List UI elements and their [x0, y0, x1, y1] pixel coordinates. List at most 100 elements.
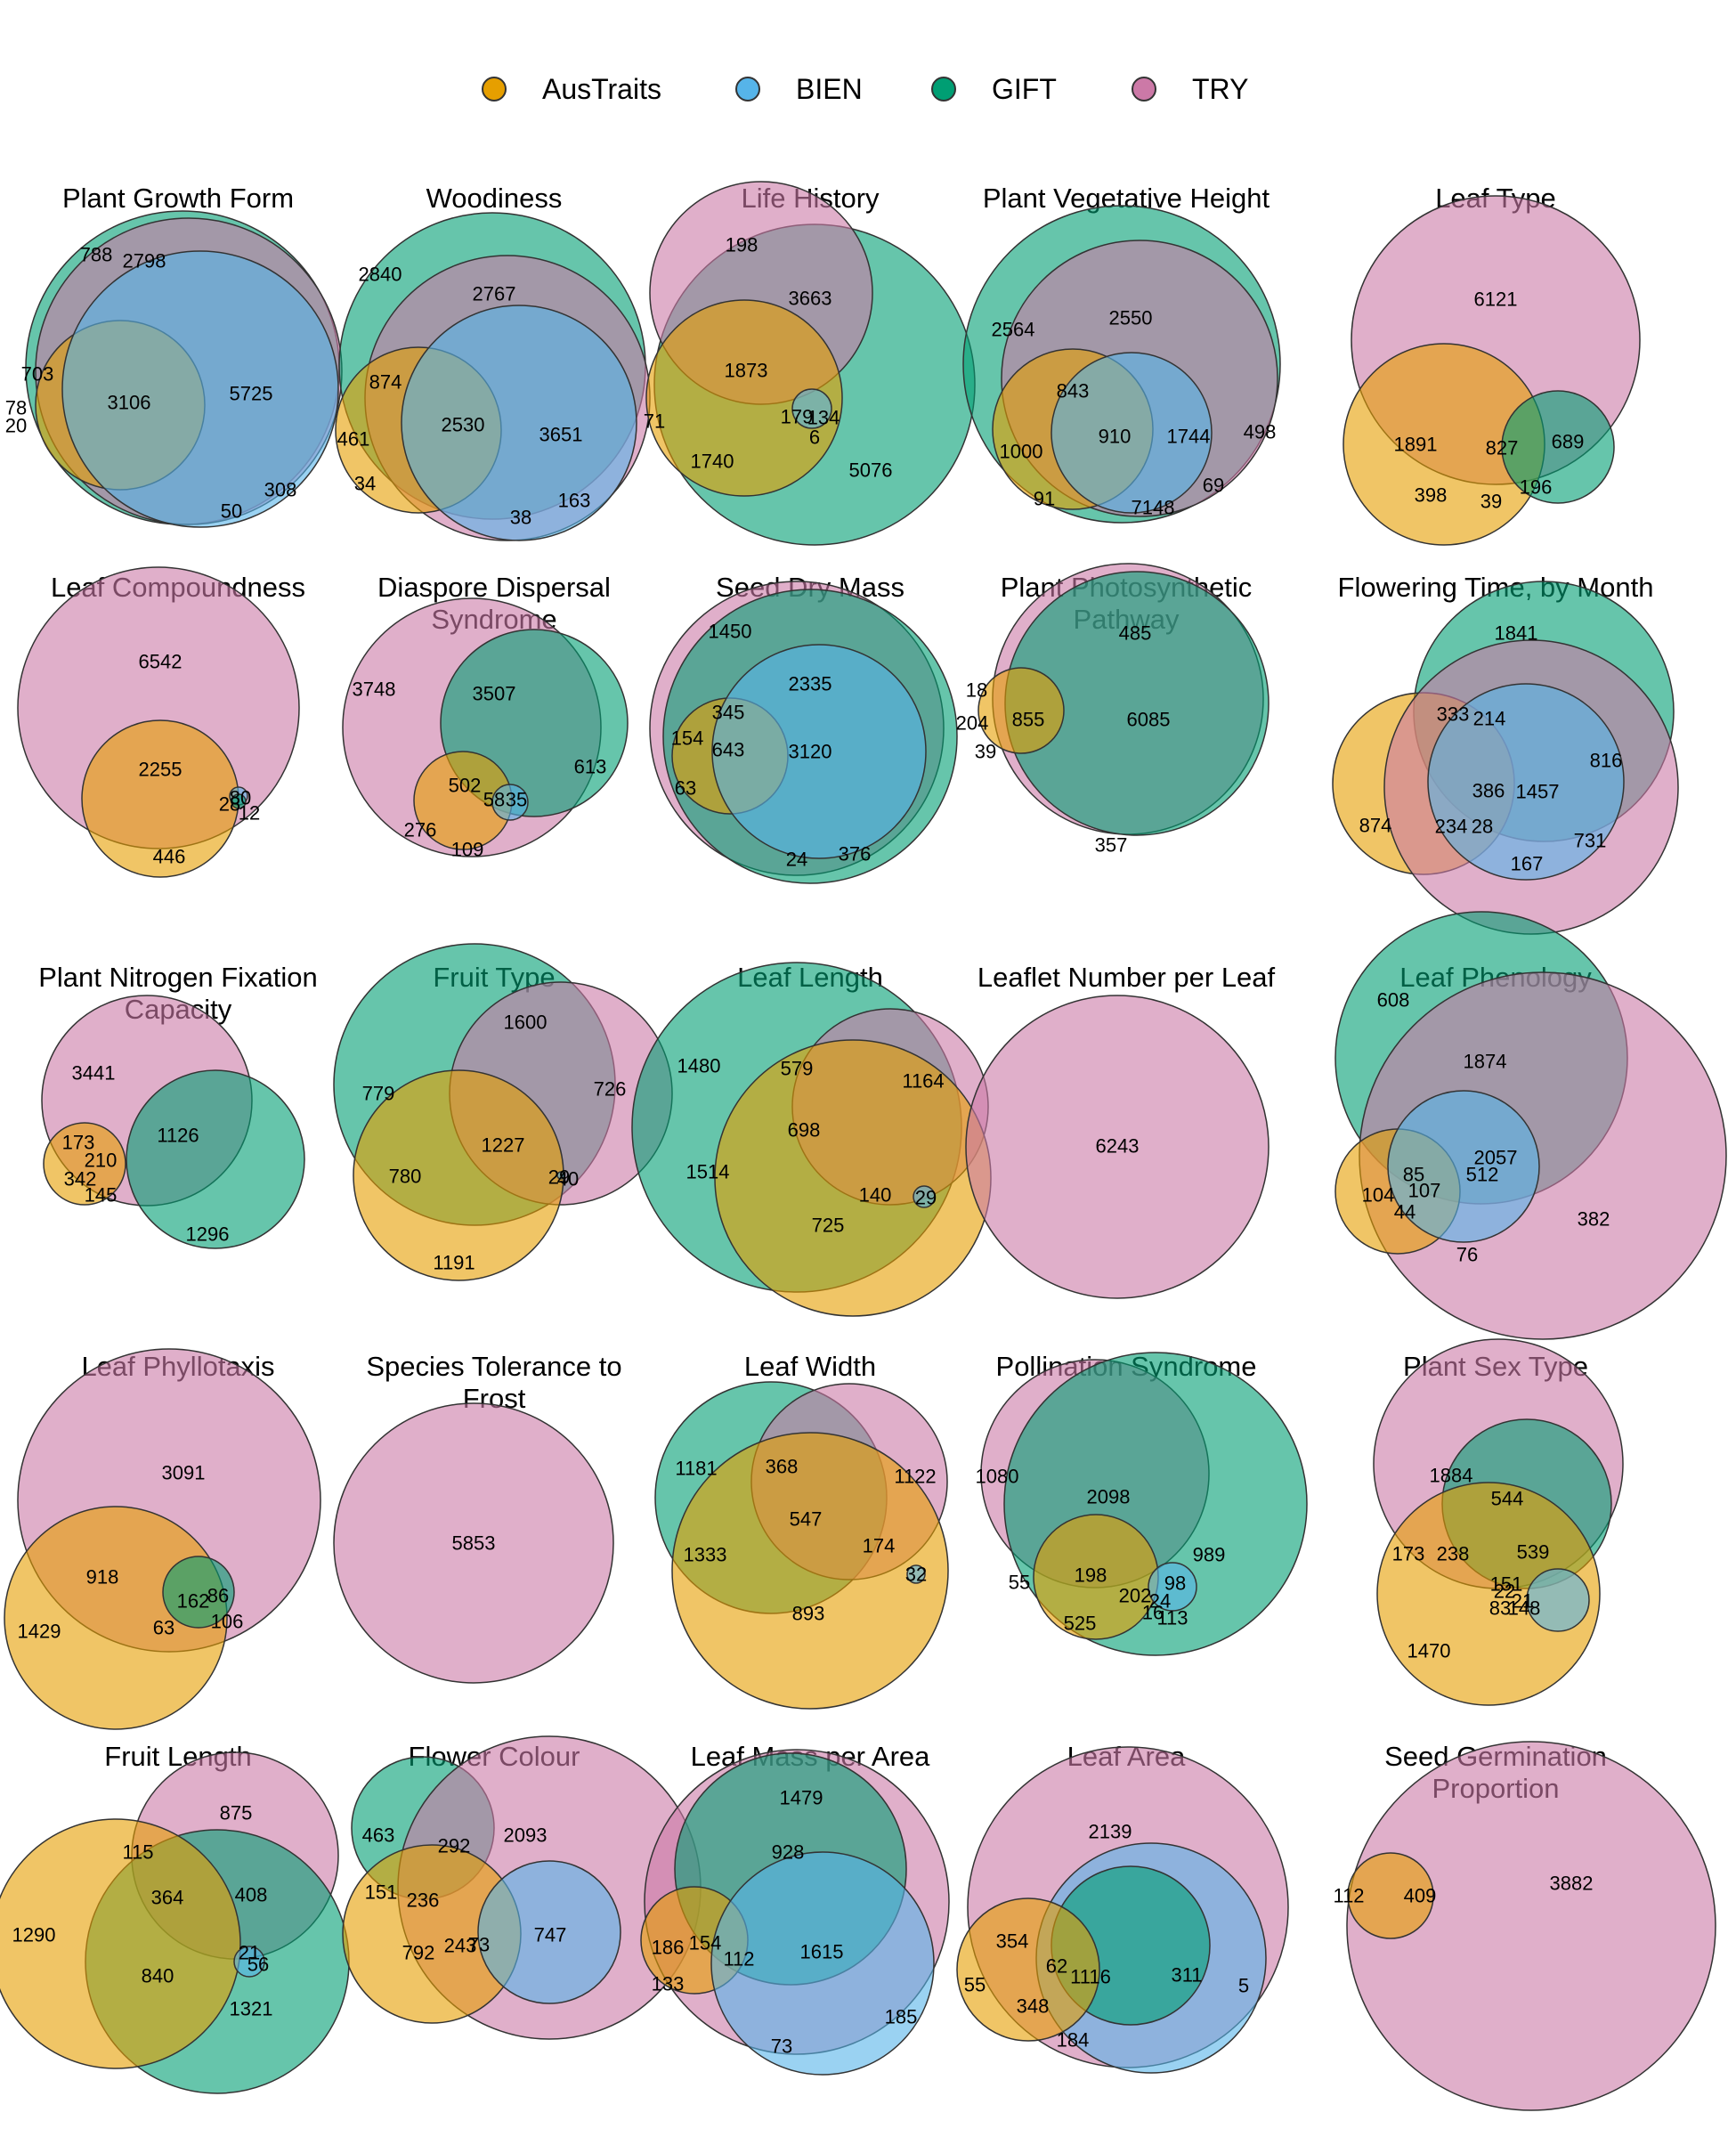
venn-region-label: 643 [712, 739, 745, 761]
venn-circle-gift [162, 1556, 235, 1629]
venn-region-label: 55 [964, 1974, 986, 1996]
venn-circle-bien [61, 250, 339, 528]
venn-circle-bien [711, 644, 927, 859]
venn-region-label: 788 [80, 244, 113, 266]
venn-region-label: 698 [788, 1119, 821, 1142]
venn-region-label: 308 [264, 479, 297, 501]
venn-panel-leaf-compoundness: Leaf Compoundness65422255288012446 [17, 566, 338, 946]
venn-panel-woodiness: Woodiness 2840 2767 874 461 2530 3651 34 38 163 [334, 183, 654, 557]
venn-panel-leaf-width: Leaf Width 1181 368 1122 547 1333 174 32 893 [650, 1351, 970, 1725]
venn-region-label: 2798 [123, 250, 166, 272]
venn-region-label: 1470 [1407, 1640, 1451, 1662]
venn-region-label: 446 [153, 846, 186, 868]
venn-circle-austraits [4, 1506, 228, 1730]
venn-region-label: 113 [1156, 1607, 1188, 1629]
venn-region-label: 3441 [72, 1062, 116, 1085]
venn-circle-bien [906, 1564, 926, 1584]
venn-region-label: 1181 [675, 1458, 717, 1480]
venn-circle-bien [491, 784, 529, 821]
venn-region-label: 461 [337, 428, 370, 451]
venn-region-label: 184 [1057, 2029, 1090, 2052]
venn-region-label: 38 [510, 507, 531, 529]
venn-region-label: 498 [1244, 421, 1277, 443]
venn-circle-bien [1387, 1090, 1540, 1243]
venn-region-label: 502 [449, 775, 482, 797]
venn-region-label: 62 [1046, 1955, 1067, 1978]
panel-title: Plant Vegetative Height [982, 183, 1270, 214]
venn-region-label: 6085 [1127, 709, 1171, 731]
venn-region-label: 726 [594, 1078, 627, 1101]
venn-region-label: 780 [389, 1166, 422, 1188]
venn-panel-plant-sex-type: Plant Sex Type18845441732385391512122831… [1335, 1338, 1656, 1725]
venn-region-label: 2057 [1474, 1147, 1518, 1169]
venn-region-label: 134 [807, 407, 840, 429]
venn-region-label: 69 [1203, 475, 1224, 497]
venn-region-label: 98 [1164, 1572, 1186, 1595]
venn-region-label: 28 [1472, 816, 1493, 838]
venn-region-label: 24 [1149, 1590, 1171, 1613]
venn-region-label: 2255 [139, 759, 183, 781]
venn-region-label: 107 [1408, 1180, 1441, 1202]
venn-region-label: 357 [1095, 834, 1128, 857]
venn-region-label: 5 [1238, 1975, 1249, 1997]
venn-region-label: 198 [1075, 1564, 1107, 1587]
venn-diagram: 2840 2767 874 461 2530 3651 34 38 163 [335, 212, 651, 541]
venn-region-label: 78 [5, 397, 27, 419]
legend-label: TRY [1192, 72, 1249, 105]
venn-diagram: 6243 [965, 995, 1270, 1299]
venn-region-label: 2767 [473, 283, 516, 305]
venn-circle-try [1346, 1741, 1716, 2111]
venn-region-label: 875 [220, 1802, 253, 1824]
panel-title: Plant Growth Form [61, 183, 295, 214]
venn-circle-austraits [978, 667, 1065, 754]
venn-region-label: 525 [1064, 1613, 1097, 1635]
venn-region-label: 198 [726, 234, 758, 256]
venn-region-label: 185 [885, 2006, 918, 2028]
venn-circle-bien [710, 1851, 935, 2076]
venn-region-label: 1479 [780, 1787, 823, 1809]
venn-region-label: 173 [62, 1132, 95, 1154]
venn-circle-bien [1051, 352, 1213, 514]
venn-panel-diaspore-dispersal-syndrome: Diaspore Dispersal Syndrome3748350761350… [334, 572, 654, 946]
venn-region-label: 3106 [108, 392, 151, 414]
venn-region-label: 2840 [359, 264, 402, 286]
venn-panel-species-tolerance-to-frost: Species Tolerance to Frost 5853 [333, 1351, 654, 1725]
venn-circle-try [333, 1402, 614, 1684]
venn-region-label: 1884 [1430, 1465, 1473, 1487]
venn-region-label: 39 [1480, 491, 1502, 513]
legend-label: BIEN [796, 72, 863, 105]
venn-region-label: 408 [235, 1884, 268, 1906]
venn-region-label: 76 [1456, 1244, 1478, 1266]
venn-region-label: 186 [652, 1937, 685, 1959]
legend-swatch [482, 77, 507, 102]
venn-region-label: 21 [1512, 1590, 1533, 1613]
legend-swatch [931, 77, 956, 102]
venn-region-label: 1457 [1516, 781, 1560, 803]
venn-region-label: 34 [354, 473, 376, 495]
venn-region-label: 840 [142, 1965, 174, 1987]
venn-region-label: 154 [689, 1932, 722, 1954]
venn-circle-bien [556, 1171, 565, 1180]
venn-region-label: 725 [812, 1215, 845, 1237]
venn-region-label: 50 [221, 500, 242, 523]
venn-region-label: 1296 [186, 1223, 230, 1246]
venn-region-label: 32 [905, 1564, 927, 1586]
legend-item-try: TRY [1132, 53, 1248, 125]
venn-region-label: 6542 [139, 651, 183, 673]
venn-region-label: 63 [675, 777, 696, 800]
venn-diagram: 1450 2335 345 154 643 3120 63 24 376 [649, 581, 958, 884]
legend-label: GIFT [992, 72, 1057, 105]
venn-region-label: 58 [483, 789, 505, 811]
venn-region-label: 3748 [353, 678, 396, 701]
venn-region-label: 386 [1472, 780, 1505, 802]
venn-region-label: 24 [786, 849, 807, 871]
venn-panel-seed-germination-proportion: Seed Germination Proportion1124093882 [1333, 1741, 1716, 2115]
venn-region-label: 133 [652, 1973, 685, 1995]
venn-region-label: 112 [1333, 1885, 1364, 1907]
venn-region-label: 398 [1415, 484, 1448, 507]
venn-region-label: 3882 [1550, 1873, 1594, 1895]
venn-region-label: 40 [557, 1168, 579, 1190]
